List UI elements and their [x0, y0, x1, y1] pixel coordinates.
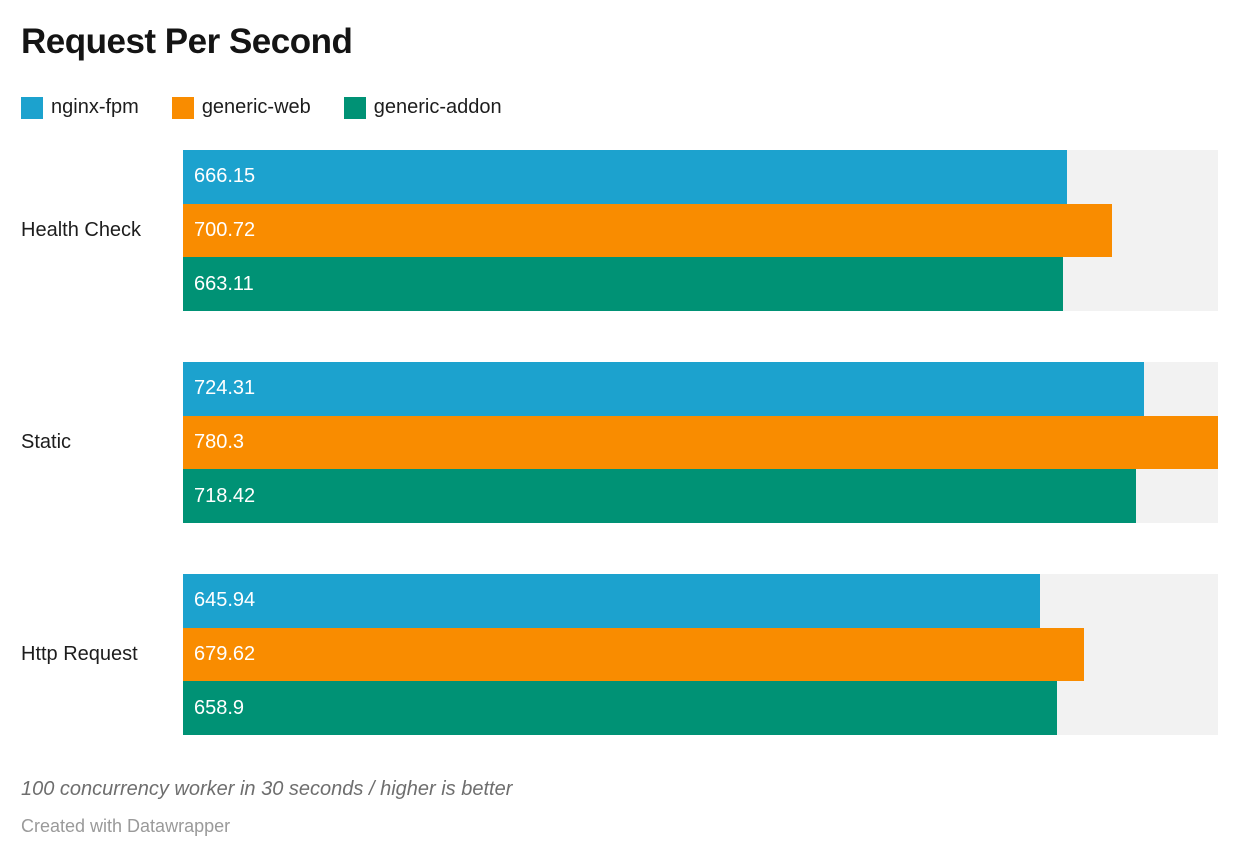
value-label: 663.11 — [194, 272, 254, 295]
legend-swatch-nginx-fpm — [21, 96, 43, 119]
legend-label: nginx-fpm — [51, 96, 139, 118]
value-label: 666.15 — [194, 165, 256, 188]
value-label: 718.42 — [194, 484, 256, 507]
datawrapper-attribution-link[interactable]: Created with Datawrapper — [21, 816, 231, 836]
value-label: 780.3 — [194, 431, 245, 453]
category-label: Http Request — [21, 643, 138, 665]
legend-label: generic-addon — [373, 96, 502, 118]
bar-generic-addon: 663.11 — [183, 257, 1063, 312]
legend-label: generic-web — [201, 96, 311, 118]
bar-nginx-fpm: 666.15 — [183, 150, 1067, 204]
bar-nginx-fpm: 724.31 — [183, 362, 1144, 416]
legend-item-generic-web: generic-web — [171, 96, 311, 119]
legend-item-nginx-fpm: nginx-fpm — [21, 96, 139, 119]
value-label: 658.9 — [194, 696, 245, 719]
bar-group-health-check: Health Check 666.15 700.72 663.11 — [21, 150, 1218, 312]
category-label: Static — [21, 431, 72, 453]
value-label: 679.62 — [194, 643, 256, 665]
bar-generic-addon: 718.42 — [183, 469, 1136, 524]
bar-generic-web: 679.62 — [183, 627, 1085, 682]
legend-swatch-generic-web — [171, 96, 194, 119]
bar-groups: Health Check 666.15 700.72 663.11 Static 724.… — [21, 150, 1218, 736]
bar-nginx-fpm: 645.94 — [183, 574, 1040, 628]
chart-title: Request Per Second — [21, 22, 353, 61]
value-label: 645.94 — [194, 589, 256, 612]
bar-generic-web: 780.3 — [183, 415, 1218, 470]
chart-note: 100 concurrency worker in 30 seconds / h… — [21, 778, 513, 800]
bar-generic-web: 700.72 — [183, 203, 1113, 258]
category-label: Health Check — [21, 219, 142, 241]
legend: nginx-fpm generic-web generic-addon — [21, 96, 535, 119]
bar-group-static: Static 724.31 780.3 718.42 — [21, 362, 1218, 524]
legend-item-generic-addon: generic-addon — [343, 96, 502, 119]
value-label: 700.72 — [194, 219, 256, 241]
bar-group-http-request: Http Request 645.94 679.62 658.9 — [21, 574, 1218, 736]
value-label: 724.31 — [194, 377, 256, 400]
legend-swatch-generic-addon — [343, 96, 366, 119]
bar-generic-addon: 658.9 — [183, 681, 1057, 736]
